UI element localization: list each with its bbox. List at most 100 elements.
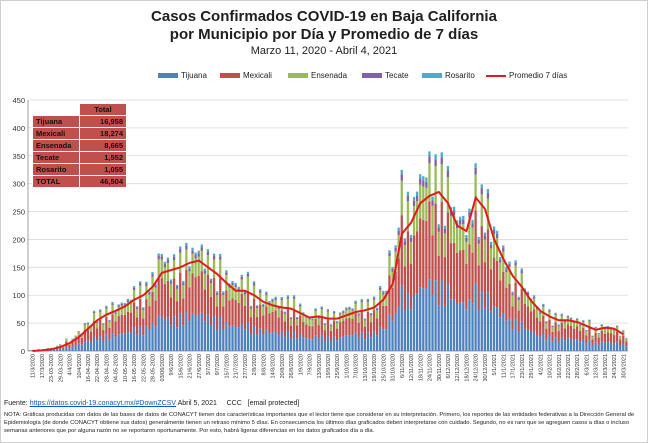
bar-ensenada: [305, 317, 308, 325]
bar-rosarito: [434, 154, 437, 160]
y-tick-label: 200: [12, 235, 25, 244]
y-tick-label: 100: [12, 291, 25, 300]
bar-mexicali: [154, 300, 157, 327]
bar-rosarito: [431, 196, 434, 201]
bar-tecate: [462, 219, 465, 224]
x-tick-label: 14/8/2020: [271, 354, 277, 378]
bar-tijuana: [351, 335, 354, 351]
bar-ensenada: [625, 338, 628, 342]
bar-tecate: [443, 228, 446, 234]
bar-tijuana: [619, 345, 622, 351]
bar-ensenada: [431, 205, 434, 236]
x-tick-label: 28-04-2020: [105, 354, 111, 382]
legend-label: Tecate: [385, 71, 409, 80]
x-tick-label: 30/3/2021: [621, 354, 627, 378]
bar-rosarito: [446, 165, 450, 171]
x-tick-label: 17/1/2021: [511, 354, 517, 378]
bar-ensenada: [80, 334, 83, 338]
bar-tecate: [597, 333, 600, 335]
bar-ensenada: [471, 227, 474, 253]
bar-tecate: [243, 292, 246, 295]
bar-tijuana: [111, 333, 114, 351]
bar-rosarito: [397, 227, 400, 231]
bar-tecate: [219, 256, 222, 260]
bar-tecate: [83, 323, 86, 325]
bar-tecate: [505, 269, 508, 272]
bar-rosarito: [314, 308, 317, 310]
legend-item-tijuana: Tijuana: [158, 71, 207, 80]
bar-tijuana: [280, 331, 283, 351]
bar-ensenada: [557, 326, 560, 332]
bar-tijuana: [52, 349, 56, 351]
bar-mexicali: [428, 201, 431, 280]
bar-ensenada: [209, 283, 213, 297]
bar-tijuana: [80, 344, 83, 351]
x-tick-label: 9/7/2020: [215, 354, 221, 375]
bar-tijuana: [532, 330, 536, 351]
bar-rosarito: [157, 253, 160, 256]
bar-tecate: [252, 283, 256, 286]
bar-mexicali: [212, 277, 216, 316]
bar-rosarito: [175, 284, 179, 287]
bar-ensenada: [108, 321, 111, 328]
bar-ensenada: [169, 283, 173, 298]
bar-ensenada: [320, 309, 323, 318]
bar-mexicali: [342, 320, 345, 337]
x-tick-label: 24/11/2020: [428, 354, 434, 381]
bar-rosarito: [575, 318, 579, 320]
bar-tijuana: [480, 291, 483, 351]
bar-mexicali: [575, 326, 579, 340]
bar-mexicali: [511, 306, 514, 330]
bar-ensenada: [215, 294, 219, 307]
bar-tijuana: [495, 307, 499, 351]
bar-tijuana: [209, 324, 213, 351]
source-link[interactable]: https://datos.covid-19.conacyt.mx/#DownZ…: [29, 400, 176, 407]
bar-ensenada: [542, 306, 545, 316]
bar-mexicali: [465, 263, 468, 310]
bar-mexicali: [548, 319, 551, 337]
bar-tecate: [166, 259, 170, 264]
bar-mexicali: [71, 341, 74, 347]
bar-mexicali: [308, 325, 311, 339]
bar-tijuana: [588, 339, 591, 351]
bar-rosarito: [259, 289, 262, 291]
bar-tijuana: [603, 342, 606, 351]
bar-tecate: [517, 298, 520, 300]
bar-mexicali: [351, 318, 354, 336]
bar-tecate: [77, 331, 80, 333]
x-tick-label: 04-05-2020: [114, 354, 120, 382]
bar-tecate: [557, 325, 560, 327]
bar-mexicali: [126, 311, 130, 333]
bar-ensenada: [535, 309, 539, 318]
bar-tijuana: [483, 308, 486, 351]
bar-ensenada: [366, 301, 370, 312]
bar-tijuana: [591, 345, 594, 351]
bar-tecate: [274, 298, 277, 300]
bar-tecate: [320, 307, 323, 310]
bar-tijuana: [215, 329, 219, 351]
bar-tijuana: [499, 317, 502, 351]
bar-tijuana: [179, 313, 182, 351]
bar-mexicali: [179, 272, 182, 314]
bar-mexicali: [99, 319, 102, 337]
x-tick-label: 18/11/2020: [418, 354, 424, 381]
bar-ensenada: [345, 309, 348, 319]
bar-ensenada: [83, 324, 86, 331]
bar-mexicali: [585, 335, 588, 344]
bar-mexicali: [120, 314, 123, 334]
bar-mexicali: [332, 320, 336, 337]
bar-ensenada: [268, 304, 271, 314]
bar-tijuana: [428, 279, 431, 351]
bar-mexicali: [462, 249, 465, 303]
bar-tijuana: [459, 302, 462, 351]
bar-tecate: [406, 195, 410, 202]
x-tick-label: 4/4/2020: [68, 354, 74, 375]
bar-tijuana: [422, 288, 425, 351]
bar-ensenada: [249, 308, 253, 318]
bar-mexicali: [569, 325, 573, 339]
bar-tijuana: [166, 317, 170, 351]
bar-tijuana: [117, 334, 120, 351]
bar-tecate: [99, 310, 102, 312]
bar-tijuana: [615, 341, 619, 351]
x-tick-label: 16-04-2020: [86, 354, 92, 382]
